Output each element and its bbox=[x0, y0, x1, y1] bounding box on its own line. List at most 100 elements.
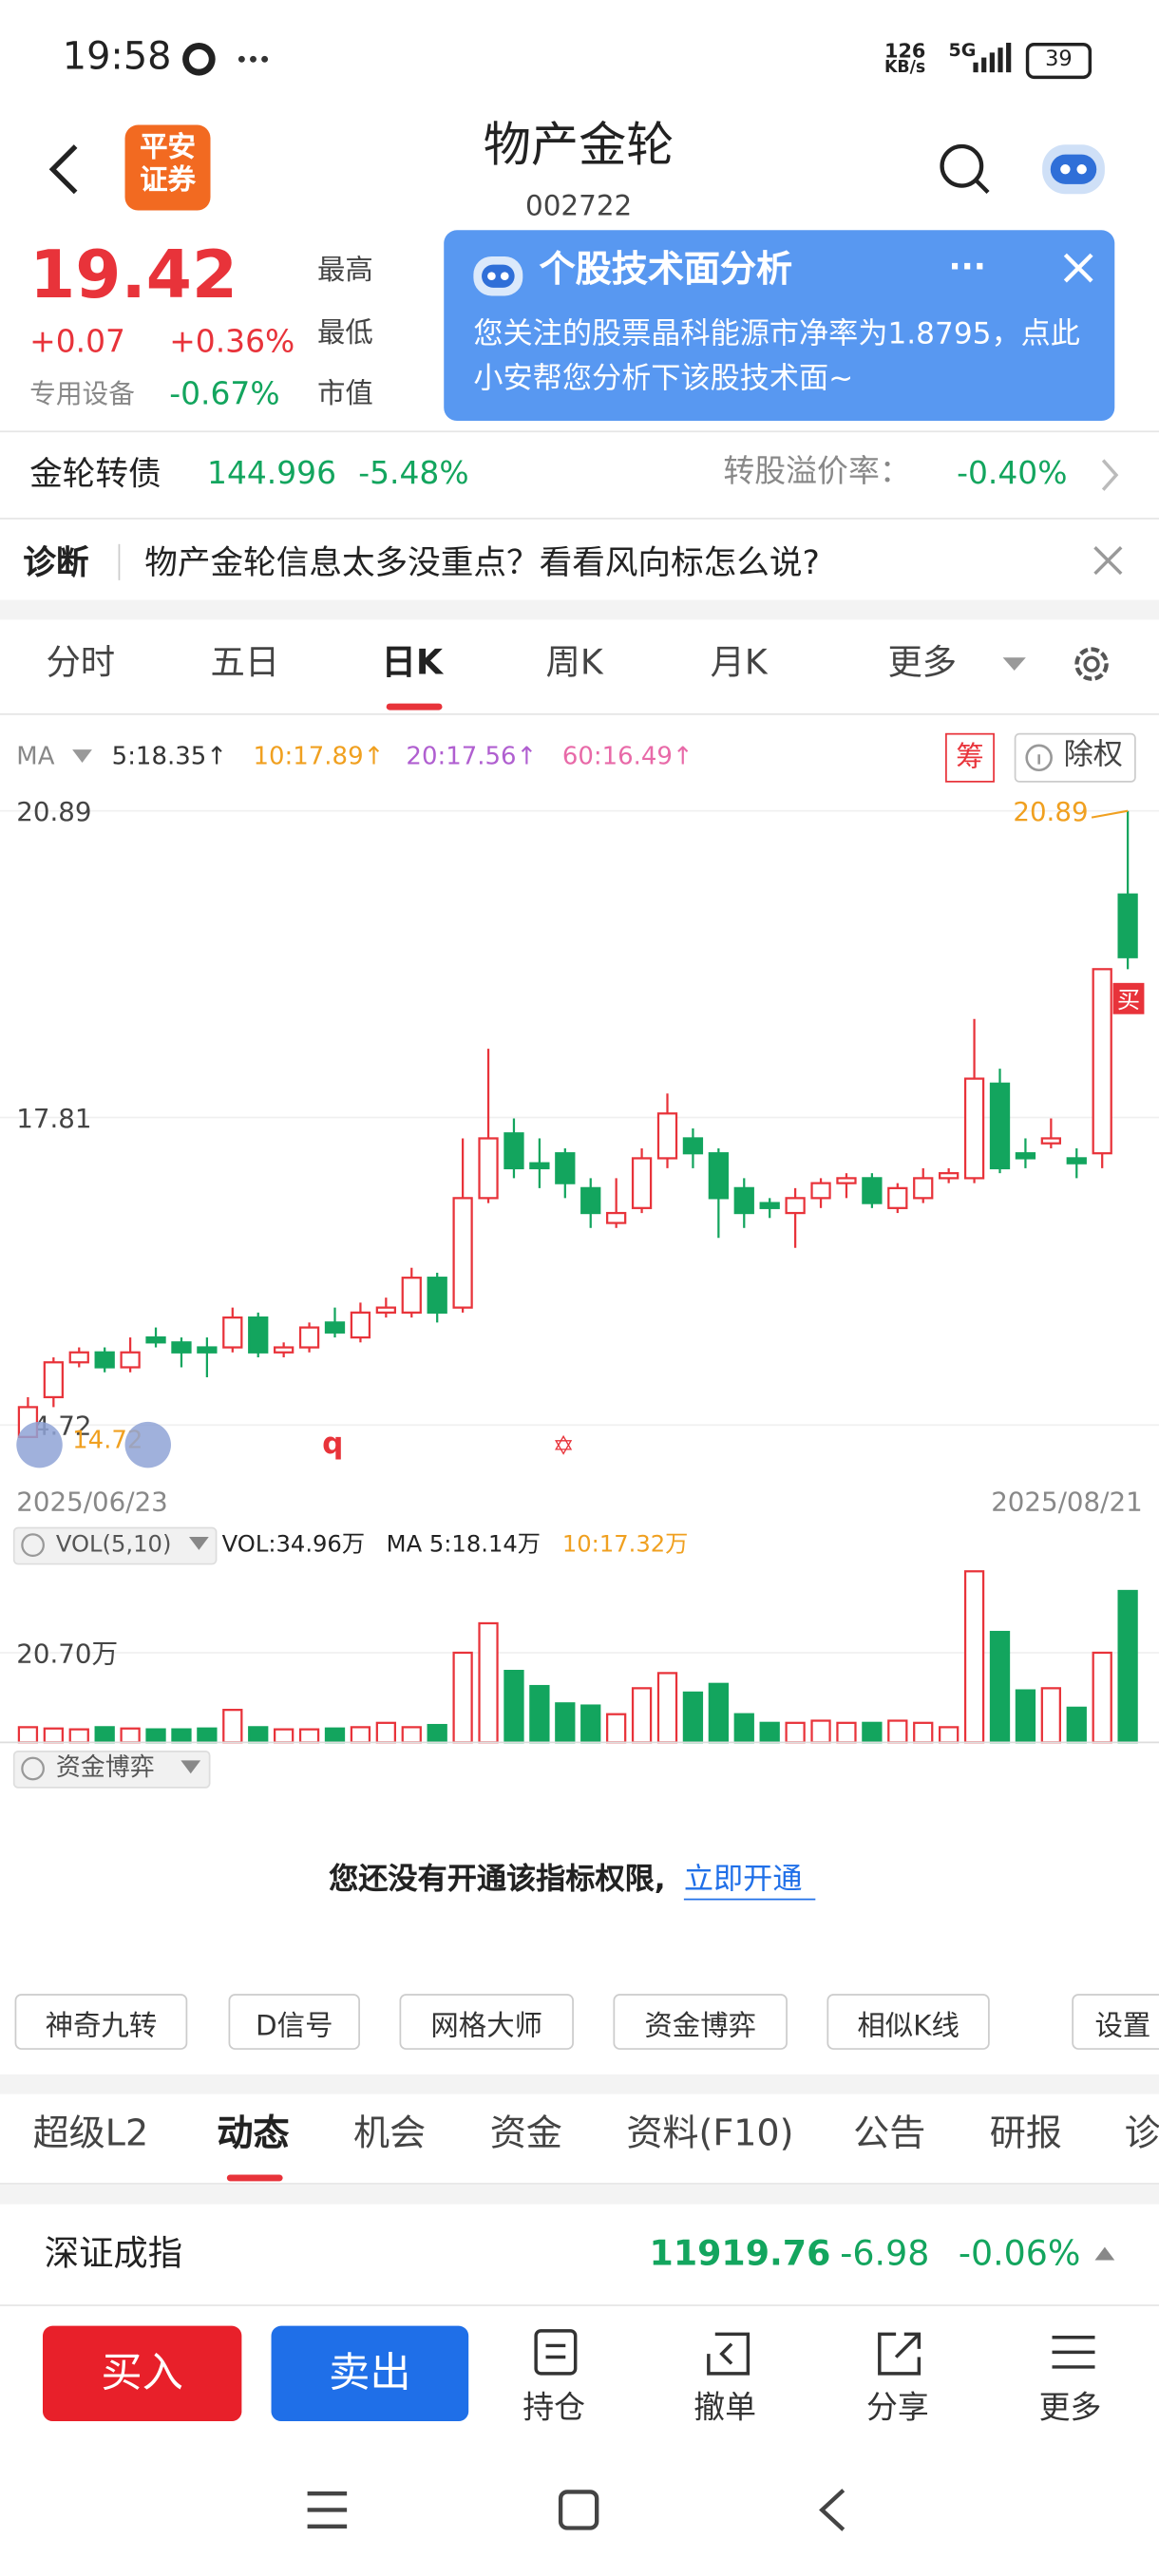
chip-button[interactable]: 筹 bbox=[945, 732, 995, 783]
y-tick-label: 20.89 bbox=[16, 796, 91, 827]
candle-body bbox=[913, 1177, 934, 1200]
info-tab[interactable]: 研报 bbox=[989, 2113, 1062, 2155]
volume-bar bbox=[1066, 1706, 1087, 1744]
high-label: 20.89 bbox=[1013, 796, 1088, 827]
exright-label: 除权 bbox=[1063, 737, 1123, 773]
volume-bar bbox=[504, 1669, 524, 1744]
vol-stat: MA 5:18.14万 bbox=[386, 1531, 542, 1559]
candle-body bbox=[887, 1186, 908, 1209]
volume-bar bbox=[862, 1721, 883, 1744]
candle-body bbox=[222, 1316, 243, 1349]
indicator-chip[interactable] bbox=[12, 1750, 211, 1789]
index-pct: -0.06% bbox=[958, 2233, 1081, 2274]
back-button[interactable] bbox=[43, 142, 86, 198]
tool-button[interactable]: 神奇九转 bbox=[14, 1994, 188, 2050]
info-tab-active[interactable]: 动态 bbox=[217, 2113, 290, 2155]
info-tab[interactable]: 机会 bbox=[353, 2113, 427, 2155]
volume-bar bbox=[120, 1727, 141, 1744]
info-tab[interactable]: 诊 bbox=[1124, 2113, 1159, 2155]
popup-icon bbox=[473, 256, 523, 296]
chart-tab[interactable]: 五日 bbox=[210, 642, 280, 683]
volume-bar bbox=[427, 1723, 447, 1744]
ma-item: 60:16.49↑ bbox=[561, 741, 694, 771]
volume-bar bbox=[452, 1651, 473, 1744]
action-label[interactable]: 更多 bbox=[1038, 2390, 1102, 2427]
candle-body bbox=[248, 1316, 269, 1354]
candle-body bbox=[197, 1346, 218, 1354]
volume-bar bbox=[708, 1682, 729, 1744]
y-tick-label: 17.81 bbox=[16, 1103, 91, 1134]
action-label[interactable]: 撤单 bbox=[694, 2390, 757, 2427]
volume-bar bbox=[555, 1702, 576, 1744]
price-change-pct: +0.36% bbox=[169, 323, 295, 360]
divider bbox=[0, 2183, 1159, 2185]
tool-button[interactable]: 网格大师 bbox=[399, 1994, 574, 2050]
volume-bar bbox=[989, 1630, 1011, 1744]
search-button[interactable] bbox=[937, 142, 993, 198]
candle-body bbox=[656, 1112, 678, 1160]
volume-bar bbox=[274, 1728, 294, 1744]
info-tab[interactable]: 资料(F10) bbox=[626, 2113, 794, 2155]
volume-bar bbox=[887, 1719, 908, 1744]
chart-tab[interactable]: 月K bbox=[710, 642, 768, 683]
popup-more[interactable]: ··· bbox=[948, 246, 986, 287]
broker-logo-line: 平安 bbox=[140, 131, 196, 165]
candle-body bbox=[963, 1077, 985, 1180]
tool-button[interactable]: 相似K线 bbox=[826, 1994, 990, 2050]
sell-button[interactable]: 卖出 bbox=[271, 2325, 469, 2422]
volume-bar bbox=[222, 1709, 243, 1744]
tool-button[interactable]: 资金博弈 bbox=[613, 1994, 788, 2050]
more-icon bbox=[1052, 2336, 1095, 2369]
info-icon bbox=[21, 1756, 45, 1781]
volume-bar bbox=[197, 1727, 218, 1744]
assistant-icon[interactable] bbox=[1036, 135, 1112, 200]
dropdown-arrow bbox=[1002, 657, 1026, 672]
candle-body bbox=[1066, 1157, 1087, 1165]
info-tab[interactable]: 公告 bbox=[853, 2113, 926, 2155]
volume-bar bbox=[606, 1713, 627, 1744]
action-label[interactable]: 持仓 bbox=[522, 2390, 586, 2427]
vol-chip[interactable] bbox=[12, 1526, 218, 1565]
volume-bar bbox=[939, 1726, 960, 1744]
chart-tab[interactable]: 周K bbox=[545, 642, 603, 683]
tab-underline bbox=[386, 703, 443, 710]
vol-stat: 10:17.32万 bbox=[561, 1531, 689, 1559]
volume-bar bbox=[1040, 1687, 1061, 1744]
divider bbox=[0, 430, 1159, 433]
diagnosis-close[interactable] bbox=[1092, 544, 1125, 578]
broker-logo[interactable] bbox=[124, 124, 211, 211]
popup-close[interactable] bbox=[1060, 250, 1096, 286]
volume-bar bbox=[631, 1687, 653, 1744]
spacer bbox=[0, 2184, 1159, 2205]
candle-body bbox=[1040, 1137, 1061, 1145]
bond-chevron[interactable] bbox=[1098, 457, 1121, 493]
chart-tab-active[interactable]: 日K bbox=[381, 642, 443, 683]
diagnosis-text[interactable]: 物产金轮信息太多没重点？看看风向标怎么说? bbox=[144, 542, 820, 582]
volume-bar bbox=[580, 1704, 601, 1744]
action-label[interactable]: 分享 bbox=[865, 2390, 929, 2427]
volume-bar bbox=[94, 1726, 115, 1744]
indicator-link[interactable]: 立即开通 bbox=[683, 1865, 816, 1901]
info-tab[interactable]: 资金 bbox=[489, 2113, 562, 2155]
ma-item: 20:17.56↑ bbox=[406, 741, 538, 771]
exright-button[interactable] bbox=[1014, 732, 1136, 783]
broker-logo-line: 证券 bbox=[140, 164, 196, 198]
tool-button[interactable]: 设置 bbox=[1072, 1994, 1159, 2050]
index-name: 深证成指 bbox=[44, 2233, 183, 2274]
volume-bar bbox=[759, 1721, 780, 1744]
bond-pct: -5.48% bbox=[358, 455, 469, 492]
price-change: +0.07 bbox=[29, 323, 125, 360]
candle-body bbox=[759, 1202, 780, 1209]
expand-arrow[interactable] bbox=[1093, 2245, 1116, 2262]
volume-bar bbox=[68, 1728, 89, 1744]
candle-body bbox=[708, 1152, 729, 1200]
analysis-popup[interactable] bbox=[444, 230, 1115, 422]
stat-label: 最低 bbox=[316, 316, 373, 350]
buy-button[interactable]: 买入 bbox=[42, 2325, 242, 2422]
chart-tab[interactable]: 分时 bbox=[46, 642, 116, 683]
ma-label[interactable]: MA bbox=[16, 741, 55, 771]
tool-button[interactable]: D信号 bbox=[228, 1994, 360, 2050]
chart-tab[interactable]: 更多 bbox=[887, 642, 958, 683]
settings-gear[interactable] bbox=[1069, 641, 1114, 687]
info-tab[interactable]: 超级L2 bbox=[32, 2113, 149, 2155]
